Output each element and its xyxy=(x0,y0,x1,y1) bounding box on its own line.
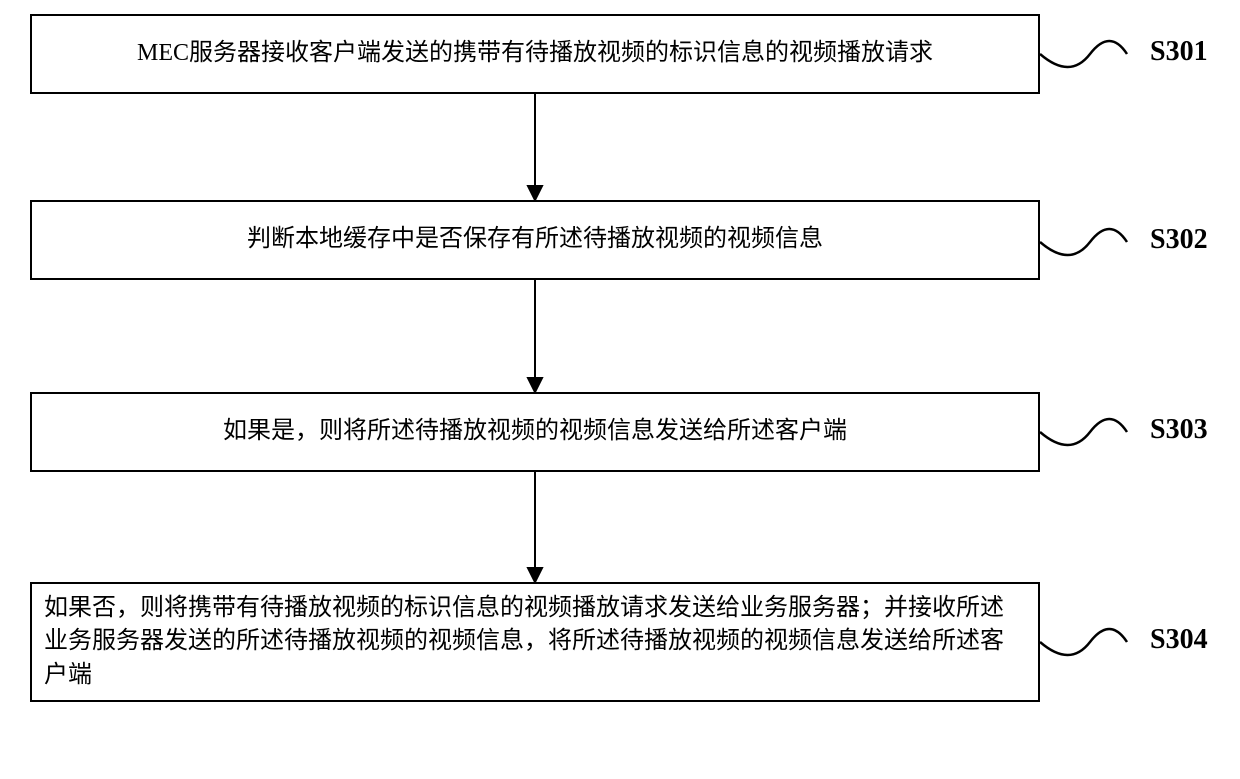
step-box-s302: 判断本地缓存中是否保存有所述待播放视频的视频信息 xyxy=(30,200,1040,280)
flowchart-container: MEC服务器接收客户端发送的携带有待播放视频的标识信息的视频播放请求 S301 … xyxy=(0,0,1240,779)
arrow-1 xyxy=(525,94,545,200)
connector-s301 xyxy=(1040,28,1130,80)
step-text: 如果否，则将携带有待播放视频的标识信息的视频播放请求发送给业务服务器；并接收所述… xyxy=(44,592,1026,693)
connector-s302 xyxy=(1040,216,1130,268)
step-text: MEC服务器接收客户端发送的携带有待播放视频的标识信息的视频播放请求 xyxy=(137,37,933,71)
step-label-s302: S302 xyxy=(1150,224,1208,256)
step-text: 如果是，则将所述待播放视频的视频信息发送给所述客户端 xyxy=(223,415,847,449)
step-label-s303: S303 xyxy=(1150,414,1208,446)
step-box-s304: 如果否，则将携带有待播放视频的标识信息的视频播放请求发送给业务服务器；并接收所述… xyxy=(30,582,1040,702)
step-label-s301: S301 xyxy=(1150,36,1208,68)
connector-s303 xyxy=(1040,406,1130,458)
step-box-s303: 如果是，则将所述待播放视频的视频信息发送给所述客户端 xyxy=(30,392,1040,472)
step-text: 判断本地缓存中是否保存有所述待播放视频的视频信息 xyxy=(247,223,823,257)
step-label-s304: S304 xyxy=(1150,624,1208,656)
connector-s304 xyxy=(1040,616,1130,668)
arrow-3 xyxy=(525,472,545,582)
arrow-2 xyxy=(525,280,545,392)
step-box-s301: MEC服务器接收客户端发送的携带有待播放视频的标识信息的视频播放请求 xyxy=(30,14,1040,94)
